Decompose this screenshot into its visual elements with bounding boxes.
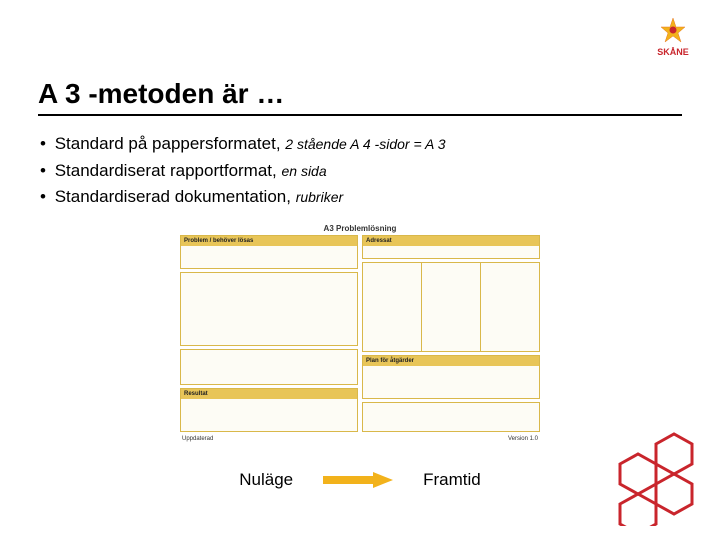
bullet-note: en sida xyxy=(281,163,326,179)
skane-logo: SKÅNE xyxy=(648,12,698,62)
bullet-list: Standard på pappersformatet, 2 stående A… xyxy=(54,132,445,212)
a3-right-column: Adressat Plan för åtgärder Version 1.0 xyxy=(362,235,540,443)
a3-box: Resultat xyxy=(180,388,358,432)
a3-footer-right: Version 1.0 xyxy=(362,435,540,443)
a3-footer-left: Uppdaterad xyxy=(180,435,358,443)
a3-box-header: Adressat xyxy=(363,236,539,246)
a3-template-diagram: A3 Problemlösning Problem / behöver lösa… xyxy=(180,222,540,444)
a3-box-header: Plan för åtgärder xyxy=(363,356,539,366)
page-title: A 3 -metoden är … xyxy=(38,78,284,110)
a3-box-header: Resultat xyxy=(181,389,357,399)
bullet-main: Standard på pappersformatet, xyxy=(55,134,281,153)
a3-box-header: Problem / behöver lösas xyxy=(181,236,357,246)
bullet-note: rubriker xyxy=(296,189,343,205)
title-underline xyxy=(38,114,682,116)
a3-box xyxy=(180,272,358,346)
bullet-main: Standardiserat rapportformat, xyxy=(55,161,277,180)
bullet-note: 2 stående A 4 -sidor = A 3 xyxy=(285,136,445,152)
bullet-main: Standardiserad dokumentation, xyxy=(55,187,291,206)
hexagon-decoration xyxy=(576,426,706,526)
a3-template-title: A3 Problemlösning xyxy=(180,222,540,235)
a3-left-column: Problem / behöver lösas Resultat Uppdate… xyxy=(180,235,358,443)
a3-box: Adressat xyxy=(362,235,540,259)
a3-box: Problem / behöver lösas xyxy=(180,235,358,269)
bullet-item: Standardiserat rapportformat, en sida xyxy=(54,159,445,184)
a3-box xyxy=(362,262,540,352)
a3-box xyxy=(180,349,358,385)
label-nulage: Nuläge xyxy=(239,470,293,490)
bullet-item: Standard på pappersformatet, 2 stående A… xyxy=(54,132,445,157)
a3-box: Plan för åtgärder xyxy=(362,355,540,399)
bullet-item: Standardiserad dokumentation, rubriker xyxy=(54,185,445,210)
arrow-icon xyxy=(323,472,393,488)
logo-text: SKÅNE xyxy=(657,47,689,57)
label-framtid: Framtid xyxy=(423,470,481,490)
a3-box xyxy=(362,402,540,432)
